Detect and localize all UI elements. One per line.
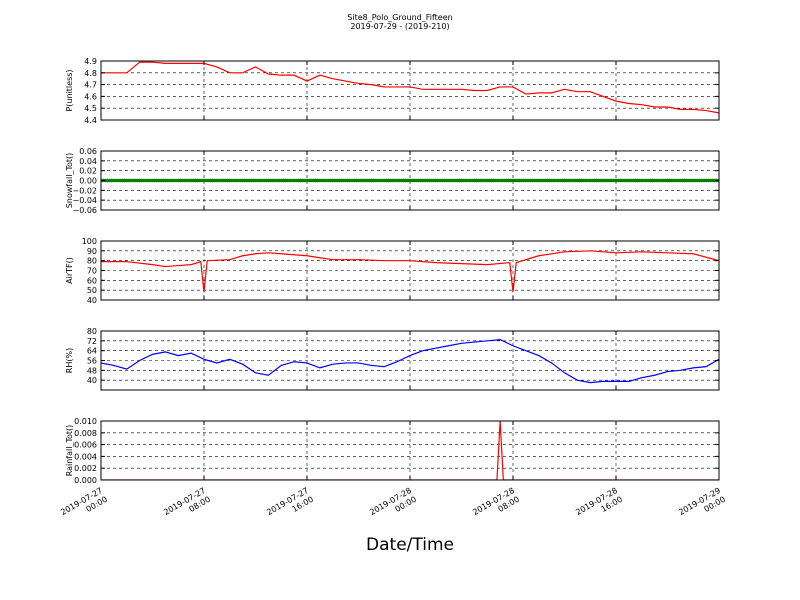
y-axis-label: P(unitless) <box>65 69 74 111</box>
y-tick-label: 0.010 <box>74 417 97 426</box>
y-tick-label: 4.5 <box>84 104 97 113</box>
y-tick-label: 90 <box>87 247 97 256</box>
y-tick-label: 64 <box>87 347 97 356</box>
y-axis-label: RH(%) <box>65 348 74 373</box>
y-tick-label: 72 <box>87 337 97 346</box>
panel-1: 4.4 4.5 4.6 4.7 4.8 4.9 P(unitless) <box>65 57 720 125</box>
y-tick-label: 0.006 <box>74 441 97 450</box>
y-tick-label: 0.004 <box>74 452 97 461</box>
y-tick-label: 40 <box>87 296 97 305</box>
y-tick-label: 50 <box>87 286 97 295</box>
y-tick-label: 4.8 <box>84 69 97 78</box>
series-line <box>101 250 719 293</box>
y-tick-label: 40 <box>87 376 97 385</box>
y-tick-label: 80 <box>87 257 97 266</box>
y-tick-label: 80 <box>87 327 97 336</box>
y-tick-label: 56 <box>87 357 97 366</box>
y-tick-label: 48 <box>87 366 97 375</box>
y-axis-label: Snowfall_Tot() <box>65 153 74 209</box>
series-line <box>101 338 719 384</box>
y-tick-label: −0.02 <box>72 186 97 195</box>
y-tick-label: 4.4 <box>84 116 97 125</box>
y-tick-label: 0.00 <box>79 177 97 186</box>
y-tick-label: 70 <box>87 267 97 276</box>
chart-title: Site8_Polo_Ground_Fifteen <box>347 13 452 22</box>
y-tick-label: 4.9 <box>84 57 97 66</box>
series-points <box>101 178 719 183</box>
panel-5: 0.000 0.002 0.004 0.006 0.008 0.010Rainfall_T… <box>65 417 720 485</box>
y-tick-label: 0.002 <box>74 464 97 473</box>
y-tick-label: 100 <box>82 237 97 246</box>
y-axis-label: Rainfall_Tot() <box>65 425 74 477</box>
y-tick-label: 0.04 <box>79 157 97 166</box>
y-tick-label: 0.06 <box>79 147 97 156</box>
y-tick-label: 0.008 <box>74 429 97 438</box>
chart-subtitle: 2019-07-29 - (2019-210) <box>350 22 449 31</box>
y-tick-label: −0.04 <box>72 196 97 205</box>
panel-2: −0.06−0.04−0.020.000.020.040.06 Snowfall_… <box>65 147 720 215</box>
y-tick-label: −0.06 <box>72 206 97 215</box>
y-tick-label: 60 <box>87 276 97 285</box>
x-axis-label: Date/Time <box>366 535 454 555</box>
y-tick-label: 0.000 <box>74 476 97 485</box>
y-tick-label: 4.7 <box>84 81 97 90</box>
y-tick-label: 4.6 <box>84 92 97 101</box>
panels: 4.4 4.5 4.6 4.7 4.8 4.9 P(unitless) −0.06−0.04−… <box>65 57 720 485</box>
y-axis-label: AirTF() <box>65 257 74 284</box>
y-tick-label: 0.02 <box>79 167 97 176</box>
